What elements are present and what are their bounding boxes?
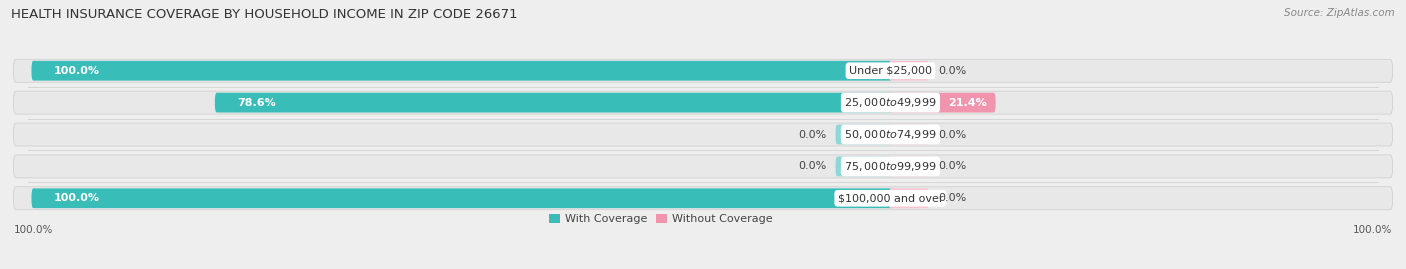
FancyBboxPatch shape <box>889 61 928 81</box>
Text: 0.0%: 0.0% <box>799 161 827 171</box>
FancyBboxPatch shape <box>14 155 1392 178</box>
Text: $100,000 and over: $100,000 and over <box>838 193 943 203</box>
FancyBboxPatch shape <box>835 125 891 144</box>
Text: $50,000 to $74,999: $50,000 to $74,999 <box>844 128 936 141</box>
Text: 21.4%: 21.4% <box>948 98 987 108</box>
Text: 0.0%: 0.0% <box>938 129 966 140</box>
Text: 0.0%: 0.0% <box>938 66 966 76</box>
Text: 0.0%: 0.0% <box>799 129 827 140</box>
Text: $75,000 to $99,999: $75,000 to $99,999 <box>844 160 936 173</box>
Text: 0.0%: 0.0% <box>938 161 966 171</box>
Text: $25,000 to $49,999: $25,000 to $49,999 <box>844 96 936 109</box>
Text: 100.0%: 100.0% <box>53 66 100 76</box>
Text: 100.0%: 100.0% <box>53 193 100 203</box>
Text: Under $25,000: Under $25,000 <box>849 66 932 76</box>
Text: 78.6%: 78.6% <box>238 98 276 108</box>
FancyBboxPatch shape <box>14 187 1392 210</box>
FancyBboxPatch shape <box>31 188 893 208</box>
FancyBboxPatch shape <box>889 125 928 144</box>
FancyBboxPatch shape <box>14 123 1392 146</box>
Legend: With Coverage, Without Coverage: With Coverage, Without Coverage <box>546 210 776 229</box>
FancyBboxPatch shape <box>215 93 893 112</box>
FancyBboxPatch shape <box>835 157 891 176</box>
FancyBboxPatch shape <box>889 157 928 176</box>
Text: Source: ZipAtlas.com: Source: ZipAtlas.com <box>1284 8 1395 18</box>
FancyBboxPatch shape <box>889 188 928 208</box>
FancyBboxPatch shape <box>14 59 1392 82</box>
FancyBboxPatch shape <box>14 91 1392 114</box>
FancyBboxPatch shape <box>889 93 995 112</box>
FancyBboxPatch shape <box>31 61 893 81</box>
Text: 0.0%: 0.0% <box>938 193 966 203</box>
Text: HEALTH INSURANCE COVERAGE BY HOUSEHOLD INCOME IN ZIP CODE 26671: HEALTH INSURANCE COVERAGE BY HOUSEHOLD I… <box>11 8 517 21</box>
